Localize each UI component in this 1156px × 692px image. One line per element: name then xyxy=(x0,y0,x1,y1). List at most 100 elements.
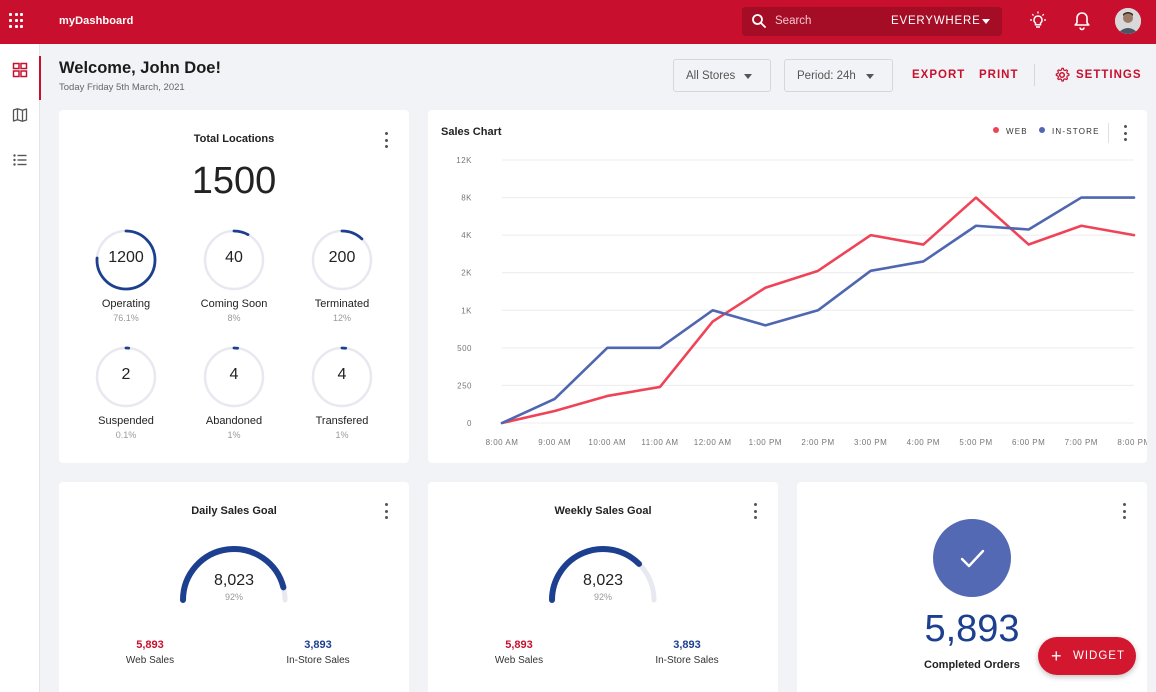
apps-grid-icon[interactable] xyxy=(9,13,25,29)
instore-sales-stat: 3,893 In-Store Sales xyxy=(258,639,378,666)
x-tick-label: 2:00 PM xyxy=(801,438,834,447)
stat-label: In-Store Sales xyxy=(655,655,719,666)
nav-map[interactable] xyxy=(0,97,40,133)
avatar[interactable] xyxy=(1115,8,1141,34)
more-vertical-icon[interactable] xyxy=(1123,125,1127,141)
total-locations-value: 1500 xyxy=(191,160,277,202)
export-button[interactable]: EXPORT xyxy=(912,69,966,81)
ring-progress xyxy=(95,229,157,291)
stat-value: 5,893 xyxy=(136,639,164,651)
location-stat: 4 Transfered 1% xyxy=(297,345,387,440)
page-title: Welcome, John Doe! xyxy=(59,59,221,77)
bell-icon[interactable] xyxy=(1072,10,1092,32)
check-icon xyxy=(960,549,985,568)
stat-label: Transfered xyxy=(315,415,369,427)
gauge-percent: 92% xyxy=(224,592,243,602)
stat-label: Terminated xyxy=(314,298,370,310)
search-bar[interactable]: Search EVERYWHERE xyxy=(742,7,1002,36)
stat-value: 5,893 xyxy=(505,639,533,651)
map-icon xyxy=(12,108,28,122)
search-input[interactable]: Search xyxy=(775,15,812,27)
legend-label: WEB xyxy=(1006,127,1028,136)
gauge-fill xyxy=(180,546,287,603)
y-tick-label: 2K xyxy=(461,269,472,278)
stat-value: 1200 xyxy=(108,249,144,266)
sales-chart-card: 0 250 500 1K 2K 4K 8K 12K 8:00 AM 9:00 AM 10:00 AM… xyxy=(428,110,1147,463)
completed-orders-label: Completed Orders xyxy=(924,659,1020,671)
print-button[interactable]: PRINT xyxy=(979,69,1019,81)
card-title: Weekly Sales Goal xyxy=(554,505,652,517)
location-stat: 1200 Operating 76.1% xyxy=(81,228,171,323)
location-stat: 40 Coming Soon 8% xyxy=(189,228,279,323)
web-sales-stat: 5,893 Web Sales xyxy=(459,639,579,666)
location-stat: 2 Suspended 0.1% xyxy=(81,345,171,440)
gauge-arc xyxy=(180,546,288,603)
location-stat: 4 Abandoned 1% xyxy=(189,345,279,440)
gauge-value: 8,023 xyxy=(582,572,624,589)
stat-label: Abandoned xyxy=(205,415,263,427)
series-line-web xyxy=(500,196,1136,425)
check-circle xyxy=(933,519,1011,597)
y-tick-label: 4K xyxy=(461,231,472,240)
stat-percent: 8% xyxy=(227,313,241,323)
total-locations-card: Total Locations 1500 1200 Operating 76.1… xyxy=(59,110,409,463)
x-tick-label: 6:00 PM xyxy=(1012,438,1045,447)
weekly-sales-goal-card: Weekly Sales Goal 8,023 92% 5,893 Web Sa… xyxy=(428,482,778,692)
store-select[interactable]: All Stores xyxy=(673,59,771,92)
progress-ring xyxy=(203,229,265,291)
progress-ring xyxy=(203,346,265,408)
more-vertical-icon[interactable] xyxy=(753,503,757,519)
legend-item-instore[interactable]: IN-STORE xyxy=(1039,127,1100,136)
x-tick-label: 3:00 PM xyxy=(854,438,887,447)
y-tick-label: 500 xyxy=(457,344,472,353)
stat-percent: 1% xyxy=(335,430,349,440)
sales-line-chart: 0 250 500 1K 2K 4K 8K 12K 8:00 AM 9:00 AM 10:00 AM… xyxy=(456,156,1147,447)
period-select[interactable]: Period: 24h xyxy=(784,59,893,92)
x-tick-label: 4:00 PM xyxy=(907,438,940,447)
divider xyxy=(1034,64,1035,86)
ring-progress xyxy=(232,229,250,236)
search-scope-select[interactable]: EVERYWHERE xyxy=(891,15,981,27)
x-tick-label: 9:00 AM xyxy=(538,438,571,447)
stat-label: Web Sales xyxy=(494,655,544,666)
stat-label: Coming Soon xyxy=(200,298,268,310)
plus-icon: + xyxy=(1051,646,1062,666)
stat-percent: 1% xyxy=(227,430,241,440)
gauge-percent: 92% xyxy=(593,592,612,602)
x-tick-label: 1:00 PM xyxy=(749,438,782,447)
side-rail xyxy=(0,44,41,692)
gauge-fill xyxy=(549,546,643,603)
x-tick-label: 5:00 PM xyxy=(959,438,992,447)
list-icon xyxy=(13,154,27,166)
settings-button[interactable]: SETTINGS xyxy=(1076,69,1142,81)
stat-value: 3,893 xyxy=(673,639,701,651)
location-stat: 200 Terminated 12% xyxy=(297,228,387,323)
add-widget-button[interactable]: + WIDGET xyxy=(1038,637,1136,675)
y-tick-label: 1K xyxy=(461,306,472,315)
brand-title[interactable]: myDashboard xyxy=(59,15,134,27)
nav-dashboard[interactable] xyxy=(0,52,41,100)
ring-progress xyxy=(340,229,364,241)
stat-label: Suspended xyxy=(98,415,154,427)
lightbulb-icon[interactable] xyxy=(1027,10,1049,32)
x-tick-label: 8:00 PM xyxy=(1117,438,1147,447)
gear-icon[interactable] xyxy=(1054,67,1070,83)
completed-orders-value: 5,893 xyxy=(924,608,1020,650)
stat-percent: 12% xyxy=(332,313,351,323)
stat-label: In-Store Sales xyxy=(286,655,350,666)
x-tick-label: 12:00 AM xyxy=(694,438,732,447)
more-vertical-icon[interactable] xyxy=(1122,503,1126,519)
top-bar: myDashboard Search EVERYWHERE xyxy=(0,0,1156,44)
divider xyxy=(1108,123,1109,143)
stat-value: 40 xyxy=(225,249,243,266)
chart-title: Sales Chart xyxy=(441,126,502,138)
gauge-value: 8,023 xyxy=(213,572,255,589)
more-vertical-icon[interactable] xyxy=(384,503,388,519)
card-title: Daily Sales Goal xyxy=(191,505,277,517)
nav-list[interactable] xyxy=(0,142,40,178)
dashboard-icon xyxy=(12,62,28,78)
legend-item-web[interactable]: WEB xyxy=(993,127,1028,136)
more-vertical-icon[interactable] xyxy=(384,132,388,148)
period-select-value: Period: 24h xyxy=(797,70,856,82)
stat-value: 4 xyxy=(229,366,239,383)
